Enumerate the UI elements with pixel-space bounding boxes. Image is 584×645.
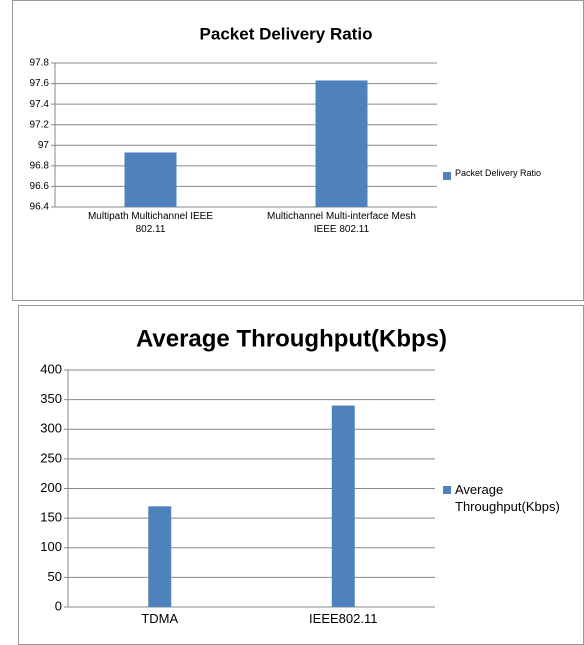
y-tick-label: 100 (40, 539, 62, 554)
y-tick-label: 97 (38, 140, 50, 151)
x-tick-label: TDMA (141, 611, 179, 626)
bar (315, 80, 368, 207)
x-tick-label: Multipath Multichannel IEEE 802.11 (87, 211, 214, 235)
y-tick-label: 250 (40, 450, 62, 465)
x-tick-label-box: TDMA (141, 611, 179, 626)
y-tick-label: 300 (40, 421, 62, 436)
y-tick-label: 97.8 (30, 58, 50, 69)
chart-title: Packet Delivery Ratio (200, 24, 373, 43)
bar (148, 506, 172, 607)
y-tick-label: 200 (40, 480, 62, 495)
legend-label-box: Packet Delivery Ratio (455, 168, 542, 178)
y-tick-label: 96.8 (30, 160, 50, 171)
x-tick-label-box: Multichannel Multi-interface Mesh IEEE 8… (267, 211, 416, 235)
x-tick-label: Multichannel Multi-interface Mesh IEEE 8… (267, 211, 416, 235)
y-tick-label: 400 (40, 361, 62, 376)
y-tick-label: 97.6 (30, 78, 50, 89)
y-tick-label: 96.6 (30, 181, 50, 192)
x-tick-label: IEEE802.11 (309, 611, 378, 626)
legend-label-box: Average Throughput(Kbps) (455, 482, 560, 514)
bar (124, 152, 177, 207)
legend-swatch (443, 486, 451, 494)
legend-label: Average Throughput(Kbps) (455, 482, 560, 514)
bar (331, 405, 355, 607)
y-tick-label: 0 (55, 598, 62, 613)
y-tick-label: 350 (40, 391, 62, 406)
y-tick-label: 50 (48, 569, 62, 584)
chart-frame (12, 0, 584, 301)
y-tick-label: 96.4 (30, 202, 50, 213)
legend-swatch (443, 172, 451, 180)
x-tick-label-box: Multipath Multichannel IEEE 802.11 (87, 211, 214, 235)
y-tick-label: 97.2 (30, 119, 50, 130)
legend-label: Packet Delivery Ratio (455, 168, 542, 178)
chart-title: Average Throughput(Kbps) (136, 325, 447, 352)
y-tick-label: 150 (40, 510, 62, 525)
x-tick-label-box: IEEE802.11 (309, 611, 378, 626)
chart-frame (18, 305, 584, 645)
y-tick-label: 97.4 (30, 99, 50, 110)
